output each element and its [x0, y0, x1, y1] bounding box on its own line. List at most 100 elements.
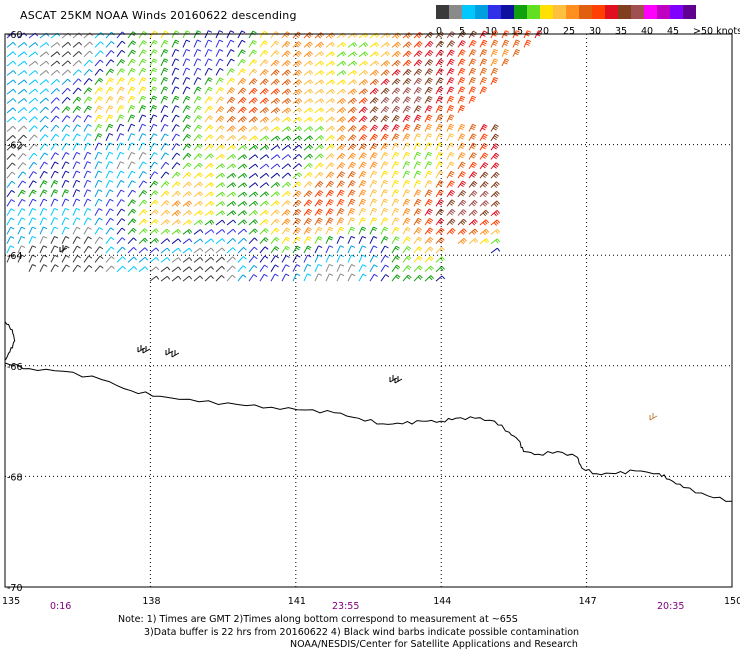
wind-barb [171, 181, 181, 188]
wind-barb [303, 190, 313, 198]
wind-barb [303, 70, 314, 76]
wind-barb [292, 172, 302, 179]
wind-barb [303, 79, 314, 86]
wind-barb [380, 87, 390, 95]
wind-barb [17, 125, 27, 132]
wind-barb [479, 209, 489, 217]
wind-barb [83, 255, 93, 263]
wind-barb [149, 257, 160, 263]
wind-barb [116, 189, 125, 198]
wind-barb [413, 50, 423, 58]
time-label: 23:55 [332, 601, 359, 612]
wind-barb [171, 143, 181, 151]
colorbar-label: 10 [485, 26, 498, 37]
wind-barb [83, 161, 92, 170]
wind-barb [182, 257, 193, 263]
wind-barb [193, 115, 202, 123]
wind-barb [347, 254, 356, 263]
wind-barb [127, 151, 136, 160]
wind-barb [369, 245, 378, 254]
wind-barb [182, 48, 191, 57]
wind-barb [303, 153, 313, 160]
wind-barb [369, 124, 379, 132]
wind-barb [94, 41, 104, 48]
wind-barb [215, 153, 225, 160]
wind-barb [50, 189, 59, 198]
wind-barb [204, 105, 214, 114]
wind-barb [72, 87, 82, 95]
wind-barb [6, 180, 16, 188]
wind-barb [325, 236, 334, 244]
wind-barb [127, 49, 136, 57]
wind-barb [138, 30, 148, 39]
wind-barb [160, 190, 170, 198]
wind-barb [391, 170, 400, 179]
wind-barb [193, 39, 202, 48]
wind-barb [446, 133, 455, 142]
wind-barb [424, 68, 434, 76]
wind-barb [17, 70, 28, 76]
wind-barb [336, 134, 346, 142]
wind-barb [17, 79, 28, 86]
longitude-label: 147 [579, 596, 597, 607]
wind-barb [336, 189, 345, 198]
wind-barb [270, 126, 281, 132]
wind-barb [369, 207, 378, 216]
wind-barb [105, 86, 114, 95]
wind-barb [457, 105, 466, 114]
wind-barb [127, 247, 137, 254]
colorbar-label: 40 [641, 26, 654, 37]
wind-barb [281, 69, 291, 76]
wind-barb [94, 133, 103, 142]
wind-barb [116, 133, 125, 142]
wind-barb [292, 218, 302, 226]
wind-barb [281, 245, 290, 254]
wind-barb [94, 142, 103, 151]
wind-barb [160, 49, 169, 57]
wind-barb [138, 170, 147, 179]
wind-barb [446, 208, 456, 216]
wind-barb [259, 218, 269, 226]
wind-barb [303, 254, 312, 263]
wind-barb [83, 151, 92, 160]
wind-barb [413, 151, 422, 160]
wind-barb [39, 134, 49, 142]
wind-barb [138, 266, 149, 273]
wind-barb [303, 88, 314, 95]
wind-barb [248, 144, 259, 151]
wind-barb [303, 31, 313, 39]
wind-barb [413, 77, 423, 85]
wind-barb [215, 77, 224, 85]
wind-barb [28, 107, 38, 114]
wind-barb [479, 152, 489, 160]
wind-barb [389, 375, 398, 383]
wind-barb [94, 77, 104, 85]
wind-barb [281, 88, 292, 95]
wind-barb [270, 69, 280, 76]
wind-barb [303, 135, 314, 142]
wind-barb [72, 217, 81, 226]
wind-barb [39, 226, 48, 235]
colorbar-swatch [683, 5, 696, 19]
wind-barb [105, 151, 114, 160]
wind-barb [17, 198, 26, 207]
wind-barb [6, 51, 17, 58]
wind-barb [248, 219, 258, 226]
wind-barb [380, 170, 389, 179]
wind-barb [171, 228, 182, 235]
wind-barb [259, 116, 270, 124]
wind-barb [237, 191, 248, 198]
wind-barb [182, 181, 192, 188]
wind-barb [116, 237, 126, 245]
wind-barb [204, 201, 215, 207]
wind-barb [413, 208, 422, 216]
wind-barb [446, 31, 456, 39]
wind-barb [83, 189, 92, 198]
wind-barb [50, 51, 61, 58]
wind-barb [435, 170, 444, 179]
wind-barb [226, 49, 235, 57]
wind-barb [259, 228, 269, 235]
wind-barb [292, 88, 303, 96]
wind-barb [270, 209, 280, 216]
wind-barb [127, 31, 137, 39]
